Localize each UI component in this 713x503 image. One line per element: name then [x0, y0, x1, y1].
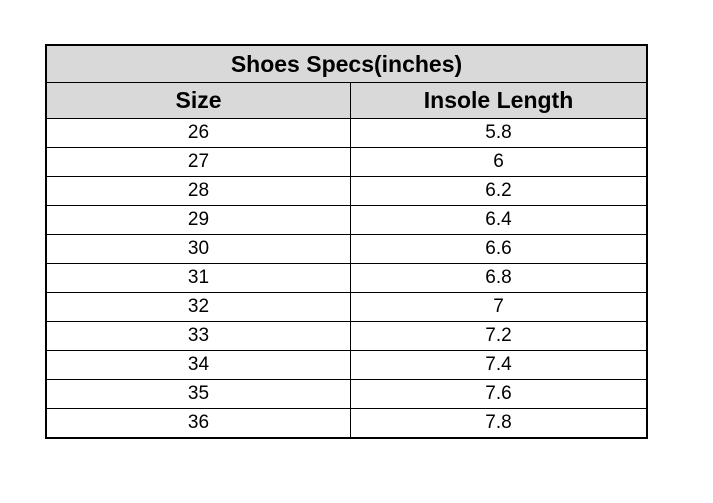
size-cell: 30: [45, 234, 351, 264]
size-cell: 33: [45, 321, 351, 351]
insole-length-cell: 6: [350, 147, 648, 177]
insole-length-cell: 6.8: [350, 263, 648, 293]
table-row: 32 7: [45, 292, 648, 322]
table-row: 28 6.2: [45, 176, 648, 206]
table-row: 35 7.6: [45, 379, 648, 409]
table-row: 36 7.8: [45, 408, 648, 439]
insole-length-cell: 6.2: [350, 176, 648, 206]
insole-length-cell: 7.8: [350, 408, 648, 439]
table-row: 33 7.2: [45, 321, 648, 351]
size-cell: 26: [45, 118, 351, 148]
table-row: 31 6.8: [45, 263, 648, 293]
table-row: 34 7.4: [45, 350, 648, 380]
size-cell: 36: [45, 408, 351, 439]
insole-length-cell: 7.6: [350, 379, 648, 409]
insole-length-cell: 7.4: [350, 350, 648, 380]
size-cell: 27: [45, 147, 351, 177]
table-row: 27 6: [45, 147, 648, 177]
size-cell: 28: [45, 176, 351, 206]
insole-length-cell: 7.2: [350, 321, 648, 351]
insole-length-cell: 6.6: [350, 234, 648, 264]
size-cell: 35: [45, 379, 351, 409]
table-row: 26 5.8: [45, 118, 648, 148]
insole-length-cell: 7: [350, 292, 648, 322]
table-title: Shoes Specs(inches): [45, 44, 648, 83]
shoes-specs-table: Shoes Specs(inches) Size Insole Length 2…: [45, 44, 648, 439]
size-cell: 29: [45, 205, 351, 235]
table-row: 30 6.6: [45, 234, 648, 264]
size-cell: 31: [45, 263, 351, 293]
column-header-size: Size: [45, 82, 351, 119]
size-cell: 34: [45, 350, 351, 380]
table-row: 29 6.4: [45, 205, 648, 235]
insole-length-cell: 6.4: [350, 205, 648, 235]
insole-length-cell: 5.8: [350, 118, 648, 148]
size-cell: 32: [45, 292, 351, 322]
column-header-insole-length: Insole Length: [350, 82, 648, 119]
